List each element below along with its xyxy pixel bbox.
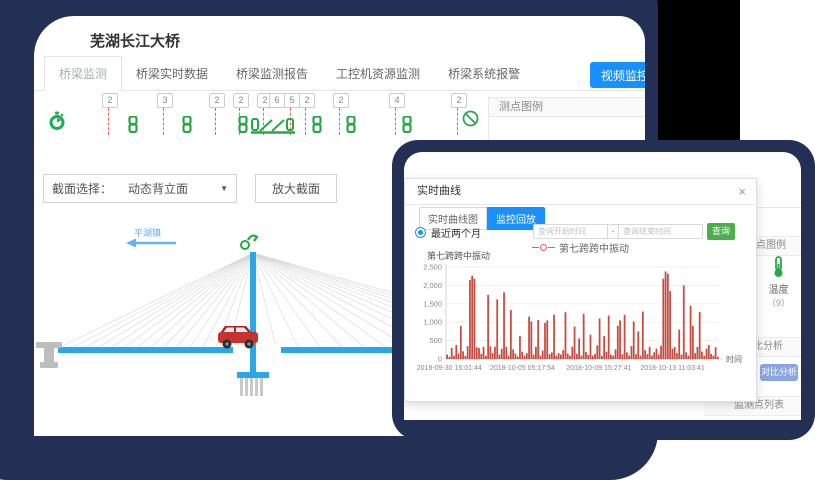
- video-monitor-button[interactable]: 视频监控: [590, 62, 645, 88]
- vibration-sensor-icon[interactable]: [127, 116, 139, 133]
- legend-panel-title: 测点图例: [489, 98, 645, 117]
- svg-text:0: 0: [438, 355, 442, 364]
- query-start-time-input[interactable]: [533, 224, 608, 239]
- legend-marker-line: [548, 247, 555, 248]
- tab-bridge-monitor[interactable]: 桥梁监测: [44, 56, 123, 91]
- svg-text:2,500: 2,500: [423, 263, 442, 272]
- thermometer-icon[interactable]: [772, 256, 785, 278]
- sensor-count-badge: 2: [209, 93, 225, 108]
- query-end-time-input[interactable]: [618, 224, 703, 239]
- tab-realtime-curve[interactable]: 实时曲线图: [419, 207, 487, 230]
- tab-realtime-data[interactable]: 桥梁实时数据: [136, 67, 209, 81]
- stopwatch-icon[interactable]: [48, 111, 66, 131]
- sensor-location-line: [305, 108, 306, 135]
- sensor-schematic-row: 2 3 2 2 2 6 5 2 2 4 2: [34, 93, 645, 145]
- svg-text:1,500: 1,500: [423, 299, 442, 308]
- section-select-group: 截面选择： 动态背立面 ▼: [43, 174, 238, 203]
- temperature-label: 温度: [768, 285, 789, 296]
- playback-window: 测点图例 温度 （9） 对比分析 对比分析 监测点列表 实时曲线 × 实时曲线图…: [404, 152, 801, 420]
- svg-text:2018-10-09 15:27:41: 2018-10-09 15:27:41: [566, 365, 631, 372]
- sensor-location-line: [108, 108, 109, 135]
- sensor-count-badge: 5: [284, 93, 300, 108]
- tab-monitor-report[interactable]: 桥梁监测报告: [236, 67, 309, 81]
- svg-text:2018-10-13 11:03:41: 2018-10-13 11:03:41: [640, 365, 705, 372]
- chart-title: 第七跨跨中振动: [427, 251, 491, 261]
- legend-marker-circle: [540, 244, 547, 251]
- enlarge-section-button[interactable]: 放大截面: [255, 174, 338, 203]
- car-illustration: [218, 326, 258, 349]
- disabled-sensor-icon[interactable]: [462, 110, 479, 127]
- dialog-tab-group: 实时曲线图 监控回放: [419, 207, 545, 230]
- legend-marker-line: [532, 247, 539, 248]
- wind-sensor-icon: [240, 234, 259, 250]
- sensor-count-badge: 2: [451, 93, 467, 108]
- tab-ipc-resource[interactable]: 工控机资源监测: [336, 67, 421, 81]
- bridge-deck-gap: [233, 345, 281, 354]
- vibration-sensor-icon[interactable]: [181, 116, 193, 133]
- vibration-sensor-icon[interactable]: [311, 116, 323, 133]
- section-select-dropdown[interactable]: 动态背立面 ▼: [120, 180, 236, 197]
- section-select-value: 动态背立面: [128, 182, 189, 196]
- bearing-sensor-icon[interactable]: [250, 117, 296, 135]
- vibration-sensor-icon[interactable]: [401, 116, 413, 133]
- tab-system-alarm[interactable]: 桥梁系统报警: [448, 67, 521, 81]
- bridge-deck: [58, 347, 598, 353]
- realtime-curve-dialog: 实时曲线 × 实时曲线图 监控回放 最近两个月 - 查询 第七跨跨中振动 第七跨…: [404, 178, 757, 402]
- svg-text:2018-10-05 05:17:54: 2018-10-05 05:17:54: [490, 365, 555, 372]
- sensor-location-line: [215, 108, 216, 135]
- sensor-count-badge: 3: [157, 93, 173, 108]
- svg-text:1,000: 1,000: [423, 318, 442, 327]
- sensor-location-line: [457, 108, 458, 135]
- sensor-count-badge: 4: [389, 93, 405, 108]
- sensor-location-line: [263, 108, 264, 135]
- temperature-cluster: 温度 （9）: [756, 256, 801, 309]
- main-tab-bar: 桥梁监测 桥梁实时数据 桥梁监测报告 工控机资源监测 桥梁系统报警: [34, 56, 645, 91]
- sensor-count-badge: 2: [333, 93, 349, 108]
- temperature-count: （9）: [766, 298, 790, 308]
- sensor-location-line: [163, 108, 164, 135]
- sensor-location-line: [290, 108, 291, 135]
- chart-legend[interactable]: 第七跨跨中振动: [405, 240, 756, 255]
- sensor-count-badge: 2: [299, 93, 315, 108]
- section-select-label: 截面选择：: [52, 182, 113, 196]
- sensor-count-badge: 2: [233, 93, 249, 108]
- recent-two-months-label: 最近两个月: [431, 229, 481, 240]
- section-selector-row: 截面选择： 动态背立面 ▼ 放大截面: [43, 174, 338, 203]
- sensor-count-badge: 6: [269, 93, 285, 108]
- sensor-count-badge: 2: [102, 93, 118, 108]
- sensor-location-line: [339, 108, 340, 135]
- dialog-title: 实时曲线: [417, 185, 461, 197]
- bridge-left-pier: [36, 342, 62, 368]
- svg-text:2,000: 2,000: [423, 281, 442, 290]
- svg-text:500: 500: [429, 336, 442, 345]
- query-button[interactable]: 查询: [707, 223, 735, 240]
- bridge-elevation-diagram: [36, 234, 598, 396]
- bridge-tower: [237, 252, 269, 396]
- recent-two-months-radio[interactable]: [415, 227, 426, 238]
- close-icon[interactable]: ×: [738, 184, 746, 199]
- query-controls: 最近两个月 - 查询: [405, 223, 756, 242]
- sensor-location-line: [395, 108, 396, 135]
- compare-analysis-button[interactable]: 对比分析: [760, 364, 798, 381]
- town-label: 平湖镇: [134, 228, 162, 238]
- tab-monitor-playback[interactable]: 监控回放: [487, 207, 545, 230]
- direction-arrow-icon: [126, 238, 176, 248]
- chevron-down-icon: ▼: [220, 184, 229, 193]
- svg-text:时间: 时间: [726, 354, 742, 364]
- dialog-header: 实时曲线 ×: [405, 179, 756, 205]
- legend-series-label: 第七跨跨中振动: [559, 244, 629, 255]
- background-black-area: [655, 0, 740, 152]
- page-title: 芜湖长江大桥: [90, 33, 181, 50]
- vibration-sensor-icon[interactable]: [237, 116, 249, 133]
- vibration-sensor-icon[interactable]: [345, 116, 357, 133]
- svg-text:2018-09-30 16:01:44: 2018-09-30 16:01:44: [417, 365, 482, 372]
- panel-divider: [758, 207, 801, 208]
